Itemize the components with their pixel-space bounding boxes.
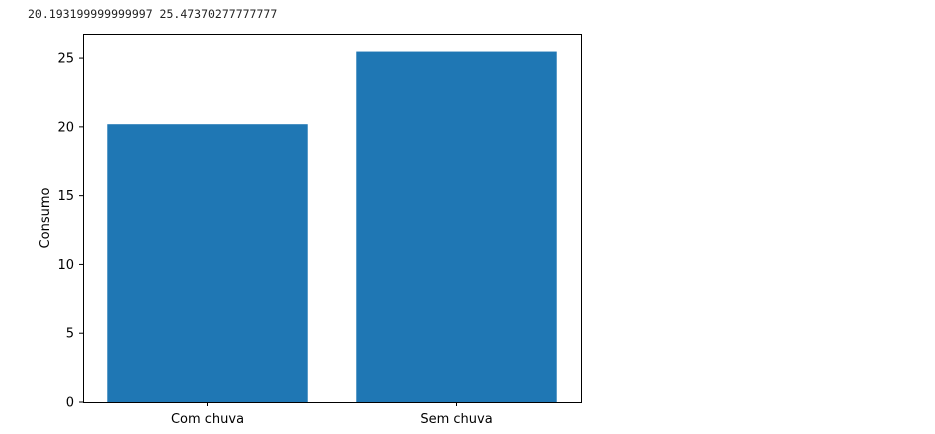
x-tick-label: Com chuva xyxy=(171,412,244,427)
y-tick-label: 0 xyxy=(66,396,74,411)
cell-output-text: 20.193199999999997 25.47370277777777 xyxy=(28,7,278,21)
bar-com-chuva xyxy=(107,124,308,402)
y-tick-label: 10 xyxy=(57,258,74,273)
bars-group xyxy=(107,51,557,402)
x-axis-ticks: Com chuva Sem chuva xyxy=(171,402,493,427)
x-tick-label: Sem chuva xyxy=(420,412,492,427)
y-tick-label: 25 xyxy=(57,52,74,67)
y-tick-label: 20 xyxy=(57,120,74,135)
y-axis-ticks: 0 5 10 15 20 25 xyxy=(57,52,83,411)
bar-sem-chuva xyxy=(356,51,557,402)
axes-frame xyxy=(83,34,582,403)
y-tick-label: 5 xyxy=(66,327,74,342)
y-axis-label: Consumo xyxy=(38,188,53,249)
y-tick-label: 15 xyxy=(57,189,74,204)
